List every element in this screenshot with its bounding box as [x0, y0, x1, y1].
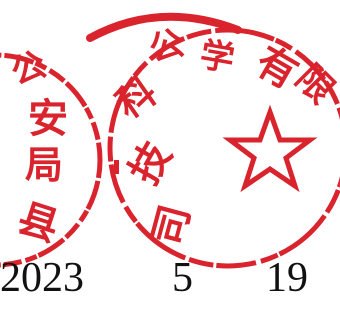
right-seal-char: 公	[145, 23, 188, 70]
date-year: 2023	[0, 255, 84, 301]
left-seal-char: 安	[28, 95, 68, 142]
seal-top-arc	[86, 12, 242, 42]
seal-mark	[114, 160, 119, 174]
left-seal-ring	[0, 52, 103, 268]
left-seal: 公 安 局 县	[0, 44, 103, 268]
left-seal-char: 公	[6, 44, 52, 93]
seal-star-icon	[222, 104, 318, 193]
right-seal-char: 司	[144, 200, 200, 251]
left-seal-char: 局	[25, 142, 63, 187]
right-seal-char: 学	[197, 35, 237, 80]
right-seal: 有 限 公 科 学 技 司	[86, 12, 340, 269]
right-seal-char: 技	[120, 134, 181, 192]
date-day: 19	[266, 255, 308, 301]
date-month: 5	[172, 255, 193, 301]
